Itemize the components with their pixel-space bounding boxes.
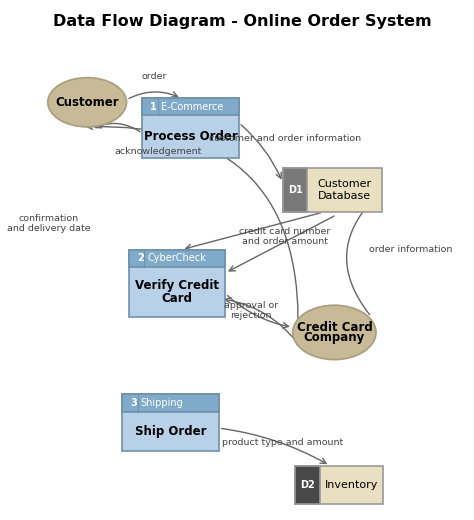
Text: Customer: Customer <box>318 179 372 189</box>
Text: customer and order information: customer and order information <box>209 134 361 143</box>
FancyBboxPatch shape <box>122 395 219 451</box>
FancyBboxPatch shape <box>129 250 225 267</box>
Text: 3: 3 <box>130 398 137 408</box>
Text: Company: Company <box>304 331 365 344</box>
FancyBboxPatch shape <box>142 98 239 115</box>
FancyBboxPatch shape <box>129 250 225 317</box>
Text: Process Order: Process Order <box>144 130 237 143</box>
Text: Card: Card <box>162 292 192 305</box>
Text: Data Flow Diagram - Online Order System: Data Flow Diagram - Online Order System <box>53 15 431 29</box>
Text: Database: Database <box>318 191 371 201</box>
Text: 1: 1 <box>150 102 157 112</box>
FancyBboxPatch shape <box>142 98 239 158</box>
FancyBboxPatch shape <box>295 465 320 504</box>
Text: 2: 2 <box>137 253 144 263</box>
Text: Credit Card: Credit Card <box>297 321 372 334</box>
FancyBboxPatch shape <box>122 395 219 411</box>
Text: approval or
rejection: approval or rejection <box>224 301 278 320</box>
Text: order: order <box>142 72 167 81</box>
Ellipse shape <box>293 305 376 359</box>
Text: confirmation
and delivery date: confirmation and delivery date <box>7 214 91 233</box>
Text: Inventory: Inventory <box>325 480 378 490</box>
Ellipse shape <box>48 77 127 127</box>
Text: E-Commerce: E-Commerce <box>161 102 223 112</box>
Text: order information: order information <box>369 245 453 254</box>
Text: Verify Credit: Verify Credit <box>135 279 219 292</box>
Text: CyberCheck: CyberCheck <box>147 253 206 263</box>
Text: product type and amount: product type and amount <box>222 437 343 447</box>
FancyBboxPatch shape <box>283 168 308 212</box>
Text: D2: D2 <box>300 480 315 490</box>
Text: D1: D1 <box>288 185 302 195</box>
Text: acknowledgement: acknowledgement <box>114 147 201 156</box>
Text: Shipping: Shipping <box>141 398 183 408</box>
Text: credit card number
and order amount: credit card number and order amount <box>239 227 331 246</box>
Text: Ship Order: Ship Order <box>135 425 206 438</box>
FancyBboxPatch shape <box>295 465 383 504</box>
Text: Customer: Customer <box>55 96 119 109</box>
FancyBboxPatch shape <box>283 168 382 212</box>
